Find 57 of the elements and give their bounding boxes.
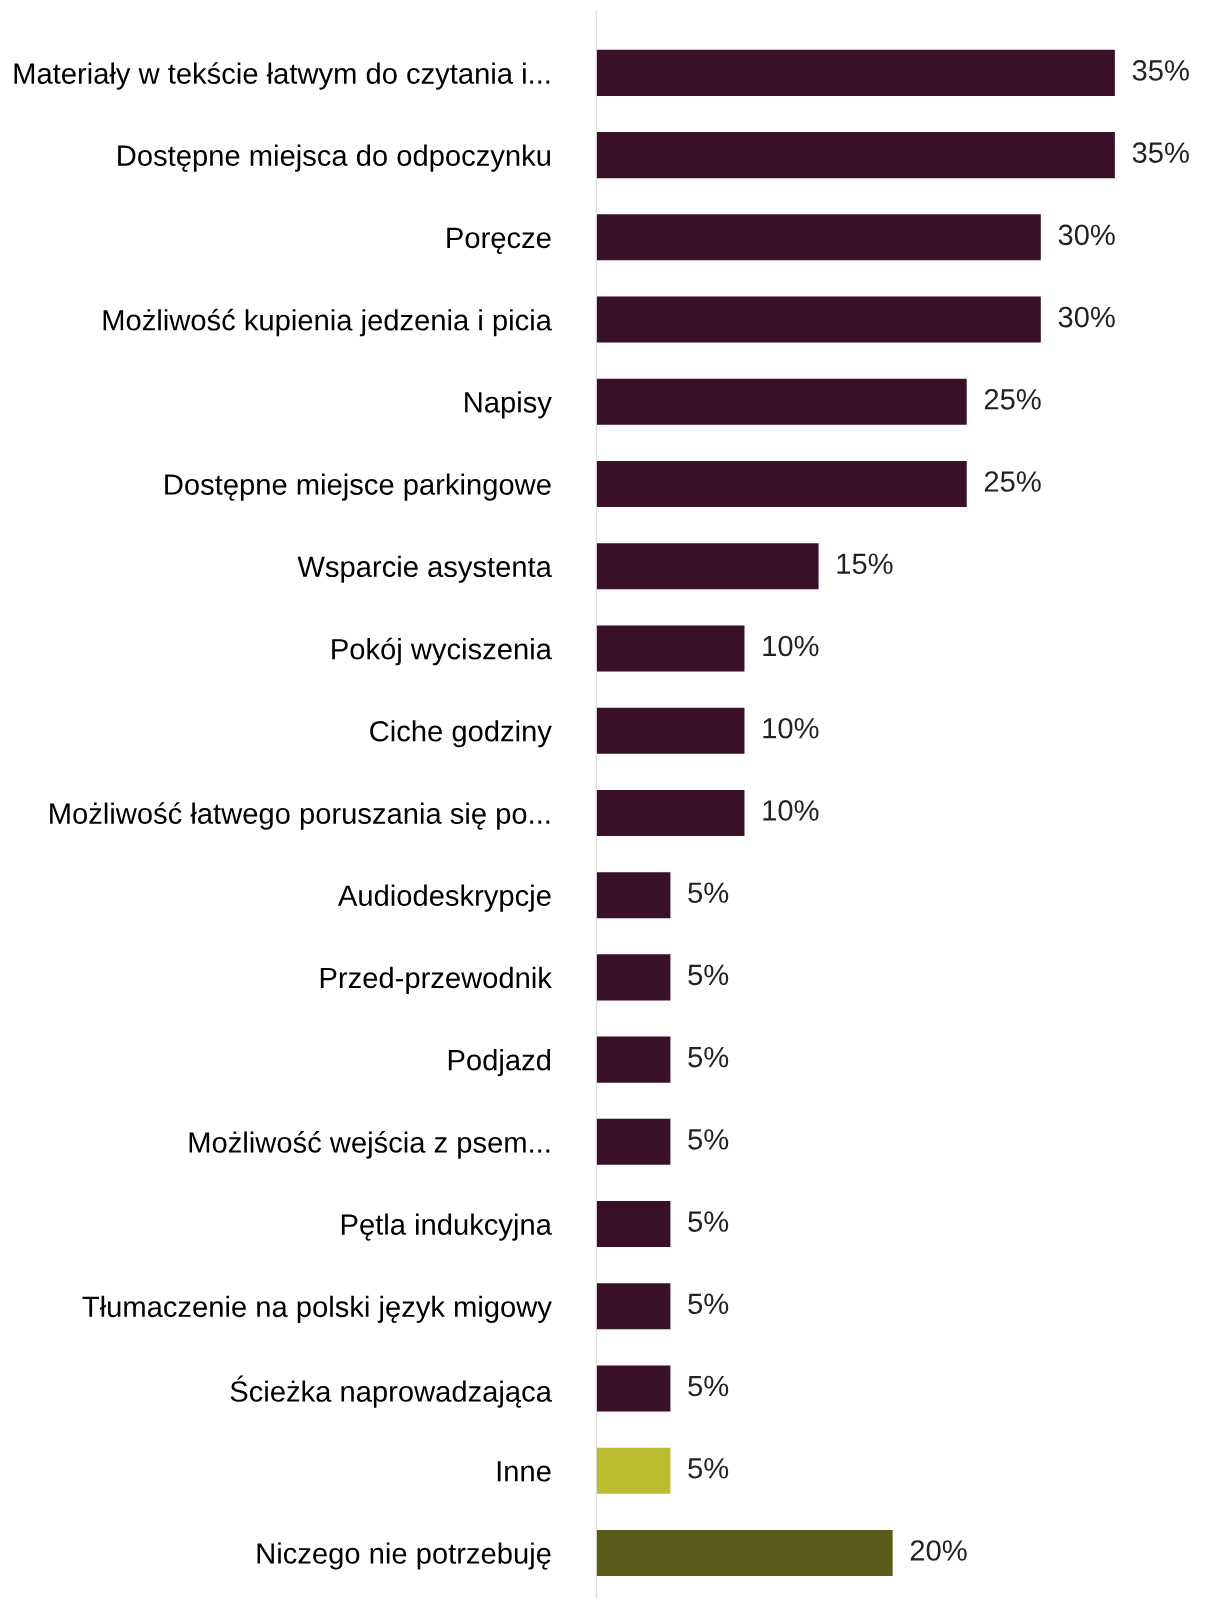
- y-tick-label: Poręcze: [447, 227, 551, 254]
- data-label: 25%: [984, 471, 1041, 492]
- data-label: 25%: [984, 388, 1041, 410]
- bar: [596, 1365, 671, 1412]
- bar: [596, 954, 671, 1001]
- bar: [596, 461, 967, 508]
- bar: [596, 872, 671, 919]
- bar: [596, 789, 745, 836]
- y-tick-label: Podjazd: [448, 1049, 551, 1077]
- bar: [596, 543, 819, 590]
- y-tick-label: Możliwość kupienia jedzenia i picia: [103, 308, 552, 337]
- bar: [596, 1447, 671, 1494]
- bar: [596, 132, 1115, 179]
- data-label: 5%: [688, 1129, 729, 1150]
- bar: [596, 1529, 893, 1576]
- y-tick-label: Tłumaczenie na polski język migowy: [82, 1295, 552, 1323]
- bar: [596, 378, 967, 425]
- y-tick-label: Dostępne miejsce parkingowe: [165, 473, 551, 501]
- y-tick-label: Pokój wyciszenia: [332, 637, 552, 666]
- bar: [596, 1201, 671, 1248]
- data-label: 5%: [688, 882, 729, 903]
- data-label: 30%: [1058, 306, 1115, 328]
- bar: [596, 1283, 671, 1330]
- data-label: 5%: [688, 1458, 729, 1479]
- data-label: 35%: [1132, 142, 1189, 163]
- y-tick-label: Audiodeskrypcje: [337, 884, 551, 912]
- data-label: 5%: [688, 1293, 729, 1315]
- bar: [596, 296, 1041, 343]
- data-label: 30%: [1058, 224, 1115, 246]
- bar: [596, 625, 745, 672]
- bar: [596, 1118, 671, 1165]
- y-tick-label: Przed-przewodnik: [320, 966, 552, 994]
- data-label: 10%: [763, 800, 819, 821]
- bar: [596, 49, 1115, 96]
- y-tick-label: Materiały w tekście łatwym do czytania i...: [14, 62, 550, 90]
- y-tick-label: Niczego nie potrzebuję: [257, 1542, 551, 1570]
- y-tick-label: Ciche godziny: [370, 720, 552, 748]
- y-tick-label: Możliwość łatwego poruszania się po...: [50, 802, 550, 830]
- data-label: 5%: [688, 1211, 729, 1232]
- data-label: 5%: [688, 1375, 729, 1397]
- bar: [596, 1036, 671, 1083]
- bar: [596, 214, 1041, 261]
- y-tick-label: Inne: [497, 1461, 551, 1482]
- y-tick-label: Pętla indukcyjna: [341, 1213, 552, 1241]
- data-label: 10%: [763, 635, 819, 657]
- data-label: 35%: [1132, 60, 1189, 81]
- y-tick-label: Dostępne miejsca do odpoczynku: [118, 144, 550, 172]
- y-tick-label: Ścieżka naprowadzająca: [230, 1375, 552, 1408]
- data-label: 10%: [763, 717, 819, 739]
- y-tick-label: Możliwość wejścia z psem...: [189, 1131, 550, 1159]
- data-label: 15%: [837, 553, 893, 575]
- bar: [596, 707, 745, 754]
- data-label: 20%: [910, 1540, 967, 1561]
- y-tick-label: Wsparcie asystenta: [297, 555, 552, 583]
- y-tick-label: Napisy: [465, 391, 552, 419]
- data-label: 5%: [688, 1046, 729, 1068]
- data-label: 5%: [688, 964, 729, 986]
